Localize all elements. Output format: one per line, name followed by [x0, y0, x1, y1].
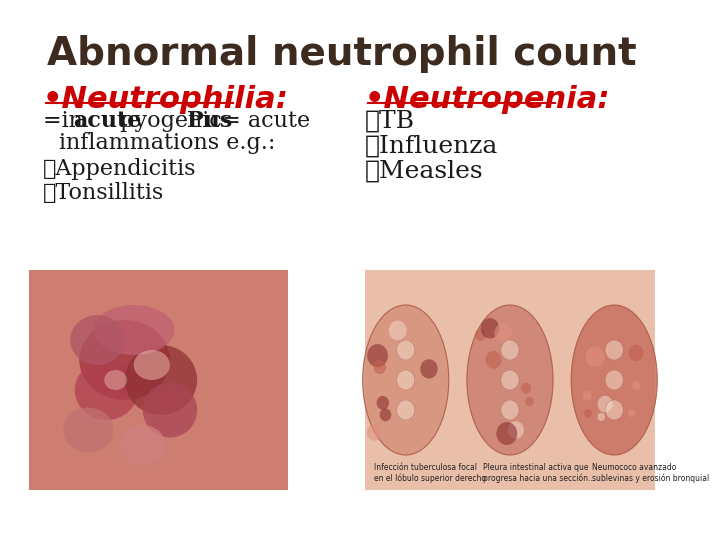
Circle shape [475, 329, 486, 341]
Text: •Neutrophilia:: •Neutrophilia: [43, 85, 289, 114]
Ellipse shape [571, 305, 657, 455]
Circle shape [632, 381, 641, 390]
Ellipse shape [79, 320, 170, 400]
Ellipse shape [120, 425, 166, 465]
Text: acute: acute [73, 110, 141, 132]
FancyBboxPatch shape [365, 270, 655, 490]
Ellipse shape [93, 305, 174, 355]
Circle shape [377, 396, 389, 410]
Ellipse shape [143, 382, 197, 437]
Text: =in: =in [43, 110, 90, 132]
Ellipse shape [467, 305, 553, 455]
Ellipse shape [63, 408, 113, 453]
Circle shape [389, 321, 407, 340]
Circle shape [521, 382, 531, 394]
Circle shape [397, 370, 415, 390]
Text: Neumococo avanzado
sublevinas y erosión bronquial: Neumococo avanzado sublevinas y erosión … [592, 463, 708, 483]
Text: Infección tuberculosa focal
en el lóbulo superior derecho: Infección tuberculosa focal en el lóbulo… [374, 463, 486, 483]
Ellipse shape [75, 360, 138, 420]
Text: Pus: Pus [187, 110, 233, 132]
Circle shape [629, 345, 644, 361]
FancyBboxPatch shape [30, 270, 288, 490]
Ellipse shape [71, 315, 125, 365]
Text: inflammations e.g.:: inflammations e.g.: [59, 132, 276, 154]
Circle shape [495, 323, 512, 343]
Circle shape [501, 340, 519, 360]
Text: pyogenic: pyogenic [113, 110, 229, 132]
Circle shape [397, 400, 415, 420]
Circle shape [598, 396, 613, 413]
Text: ❖Appendicitis: ❖Appendicitis [43, 158, 197, 180]
Circle shape [367, 424, 382, 441]
Text: ❖TB: ❖TB [365, 110, 415, 133]
Circle shape [605, 400, 624, 420]
Circle shape [508, 421, 524, 439]
Circle shape [501, 400, 519, 420]
Circle shape [605, 340, 624, 360]
Circle shape [582, 390, 592, 401]
Ellipse shape [134, 350, 170, 380]
Text: Pleura intestinal activa que
progresa hacia una sección...: Pleura intestinal activa que progresa ha… [482, 463, 595, 483]
Circle shape [628, 409, 635, 417]
Text: ❖Tonsillitis: ❖Tonsillitis [43, 182, 164, 204]
Text: ❖Influenza: ❖Influenza [365, 135, 498, 158]
Circle shape [481, 318, 499, 339]
Circle shape [485, 351, 502, 369]
Text: •Neutropenia:: •Neutropenia: [365, 85, 611, 114]
Ellipse shape [125, 345, 197, 415]
Circle shape [408, 381, 416, 391]
Circle shape [397, 340, 415, 360]
Text: ❖Measles: ❖Measles [365, 160, 484, 183]
Circle shape [525, 397, 534, 406]
Circle shape [605, 370, 624, 390]
Ellipse shape [104, 370, 127, 390]
Circle shape [598, 413, 605, 421]
Circle shape [584, 409, 592, 418]
Circle shape [501, 370, 519, 390]
Text: = acute: = acute [215, 110, 310, 132]
Circle shape [586, 347, 605, 367]
Ellipse shape [363, 305, 449, 455]
Circle shape [420, 359, 438, 379]
Circle shape [379, 408, 392, 421]
Text: Abnormal neutrophil count: Abnormal neutrophil count [48, 35, 637, 73]
Circle shape [367, 344, 388, 367]
Circle shape [496, 422, 517, 445]
Circle shape [373, 360, 386, 374]
